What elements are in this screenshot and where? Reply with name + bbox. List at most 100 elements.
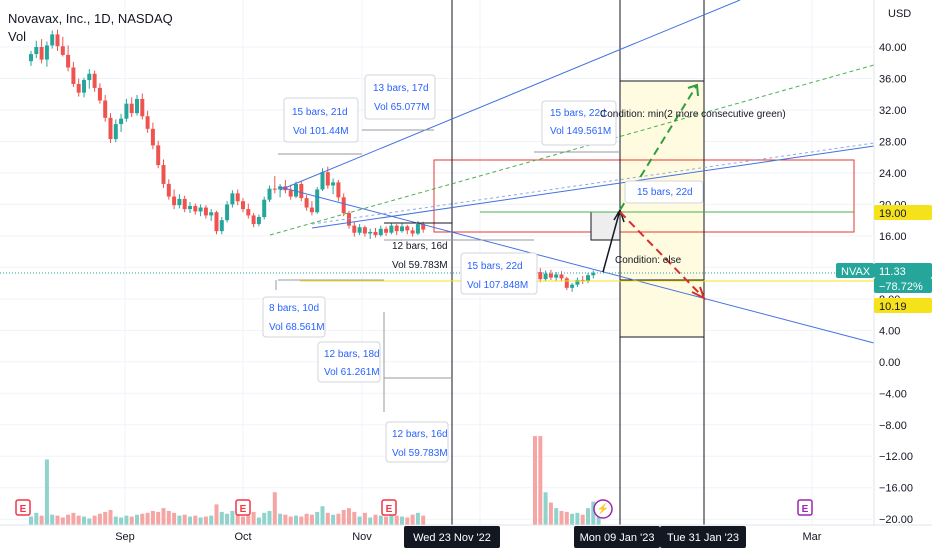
measure-label-box	[364, 74, 436, 120]
candle-body	[586, 275, 590, 282]
candle-body	[570, 284, 575, 288]
candle-body	[92, 73, 97, 88]
candle-body	[219, 220, 224, 232]
price-badge-label: −78.72%	[879, 281, 923, 293]
candle-body	[304, 198, 309, 208]
annotation-label: Vol 59.783M	[392, 260, 448, 271]
candle-body	[378, 228, 383, 236]
earnings-marker[interactable]	[381, 499, 397, 516]
candle-body	[357, 227, 362, 233]
candle-body	[172, 196, 177, 206]
volume-bar	[39, 515, 44, 525]
y-tick-label: 24.00	[879, 168, 907, 180]
y-tick-label: 36.00	[879, 73, 907, 85]
candle-body	[341, 197, 346, 214]
candle-body	[309, 207, 314, 213]
y-tick-label: 32.00	[879, 105, 907, 117]
annotation-label: 8 bars, 10d	[269, 303, 319, 314]
volume-bar	[341, 510, 346, 525]
earnings-marker[interactable]	[797, 499, 813, 516]
measure-label-box	[541, 100, 617, 146]
measure-label-box	[317, 341, 381, 383]
volume-bar	[251, 511, 256, 525]
x-highlight-label: Mon 09 Jan '23	[580, 532, 655, 544]
volume-bar	[161, 508, 166, 525]
volume-bar	[331, 514, 336, 525]
candle-body	[156, 145, 161, 166]
candle-body	[209, 212, 214, 216]
price-badge	[874, 263, 932, 278]
volume-bar	[203, 516, 208, 525]
volume-bar	[352, 511, 357, 525]
chart-title: Novavax, Inc., 1D, NASDAQ	[8, 11, 173, 26]
earnings-marker[interactable]	[235, 499, 251, 516]
x-highlight-badge	[404, 526, 500, 548]
candle-body	[214, 212, 219, 232]
earnings-marker[interactable]	[15, 499, 31, 516]
candle-body	[262, 199, 267, 217]
volume-bar	[304, 513, 309, 525]
volume-bar	[119, 517, 124, 525]
annotation-label: Condition: else	[615, 255, 682, 266]
volume-bar	[357, 516, 362, 525]
candle-body	[272, 188, 277, 190]
volume-bar	[586, 508, 590, 525]
volume-bar	[325, 512, 330, 525]
candle-body	[554, 274, 559, 278]
volume-bar	[193, 515, 198, 525]
candle-body	[145, 116, 150, 129]
event-marker[interactable]	[593, 499, 613, 519]
candle-body	[82, 80, 86, 93]
annotation-label: 15 bars, 22d	[550, 108, 606, 119]
measure-label-box	[283, 97, 359, 143]
volume-bar	[283, 514, 288, 525]
volume-bar	[225, 513, 230, 525]
candle-body	[129, 103, 134, 114]
measure-label-box	[262, 296, 326, 338]
candle-body	[384, 228, 389, 233]
price-badge	[874, 278, 932, 293]
volume-bar	[66, 514, 71, 525]
volume-bar	[172, 512, 177, 525]
volume-bar	[591, 501, 596, 525]
green-dashed-channel	[269, 64, 875, 236]
candle-body	[203, 207, 208, 216]
annotation-label: Condition: min(2 more consecutive green)	[600, 109, 786, 120]
annotation-label: 12 bars, 18d	[324, 349, 380, 360]
candle-body	[140, 98, 145, 117]
candle-body	[543, 273, 548, 280]
candle-body	[50, 34, 55, 46]
x-highlight-badge	[660, 526, 746, 548]
volume-bar	[50, 514, 55, 525]
candle-body	[119, 118, 124, 125]
bear-projection-arrow	[619, 211, 705, 299]
candle-body	[325, 172, 330, 186]
x-highlight-label: Tue 31 Jan '23	[667, 532, 739, 544]
x-tick-label: Sep	[115, 531, 135, 543]
annotation-label: Vol 59.783M	[392, 448, 448, 459]
volume-bar	[150, 510, 155, 525]
candle-body	[352, 225, 357, 233]
y-tick-label: 4.00	[879, 325, 900, 337]
candle-body	[34, 47, 39, 55]
price-badge	[836, 263, 874, 278]
candle-body	[405, 226, 410, 231]
volume-bar	[347, 508, 351, 525]
volume-bar	[580, 514, 585, 525]
volume-bar	[140, 513, 145, 525]
volume-bar	[71, 512, 76, 525]
candle-body	[267, 188, 272, 200]
candle-body	[66, 54, 71, 68]
volume-bar	[400, 516, 404, 525]
event-marker-label: ⚡	[597, 502, 609, 515]
volume-bar	[415, 512, 420, 525]
x-highlight-badge	[574, 526, 660, 548]
candle-body	[150, 128, 155, 146]
annotation-label: Vol 65.077M	[374, 102, 430, 113]
price-badge	[874, 205, 932, 220]
annotation-label: 15 bars, 22d	[467, 261, 523, 272]
y-tick-label: 0.00	[879, 357, 900, 369]
y-tick-label: −16.00	[879, 483, 913, 495]
